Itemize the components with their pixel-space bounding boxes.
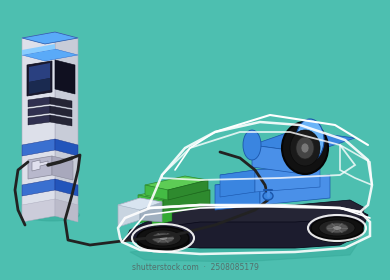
Polygon shape (50, 115, 72, 126)
Polygon shape (55, 60, 75, 94)
Ellipse shape (311, 217, 363, 239)
Ellipse shape (243, 130, 261, 160)
Polygon shape (255, 165, 320, 192)
Ellipse shape (326, 223, 348, 233)
Polygon shape (118, 198, 162, 210)
Polygon shape (130, 240, 360, 262)
Ellipse shape (296, 119, 324, 161)
Polygon shape (252, 130, 355, 153)
Text: shutterstock.com  ·  2508085179: shutterstock.com · 2508085179 (131, 263, 259, 272)
Polygon shape (260, 175, 330, 205)
Polygon shape (22, 44, 55, 55)
Ellipse shape (145, 230, 181, 246)
Polygon shape (145, 185, 168, 200)
Polygon shape (27, 61, 52, 96)
Polygon shape (52, 156, 73, 180)
Ellipse shape (152, 233, 174, 243)
Polygon shape (22, 49, 78, 61)
Polygon shape (252, 145, 310, 175)
Polygon shape (140, 208, 160, 223)
Polygon shape (168, 180, 208, 200)
Polygon shape (128, 205, 148, 220)
Polygon shape (155, 200, 365, 228)
Polygon shape (220, 165, 320, 175)
Polygon shape (22, 32, 78, 44)
Polygon shape (55, 179, 78, 196)
Polygon shape (220, 170, 255, 197)
Polygon shape (140, 198, 162, 222)
Ellipse shape (137, 230, 189, 252)
Polygon shape (50, 97, 72, 108)
Polygon shape (50, 106, 72, 117)
Ellipse shape (25, 209, 80, 221)
Polygon shape (22, 199, 55, 222)
Polygon shape (138, 186, 210, 200)
Polygon shape (125, 205, 368, 248)
Polygon shape (32, 160, 48, 171)
Ellipse shape (301, 143, 309, 153)
Polygon shape (55, 32, 78, 215)
Polygon shape (138, 195, 163, 215)
Polygon shape (145, 176, 208, 190)
Polygon shape (22, 139, 55, 156)
Polygon shape (28, 156, 52, 179)
Polygon shape (163, 190, 210, 215)
Ellipse shape (319, 220, 355, 236)
Polygon shape (29, 78, 50, 94)
Ellipse shape (263, 192, 273, 200)
Polygon shape (152, 211, 172, 226)
Ellipse shape (158, 235, 168, 241)
Ellipse shape (282, 122, 328, 174)
Polygon shape (55, 199, 78, 222)
Ellipse shape (311, 220, 363, 242)
Polygon shape (28, 106, 50, 116)
Polygon shape (55, 139, 78, 156)
Polygon shape (28, 115, 50, 125)
Polygon shape (118, 198, 140, 227)
Ellipse shape (332, 225, 342, 230)
Polygon shape (215, 180, 260, 210)
Polygon shape (22, 179, 55, 196)
Ellipse shape (296, 137, 314, 159)
Polygon shape (28, 97, 50, 107)
Ellipse shape (137, 227, 189, 249)
Ellipse shape (290, 130, 320, 166)
Polygon shape (22, 32, 55, 215)
Polygon shape (29, 63, 50, 82)
Polygon shape (215, 175, 330, 185)
